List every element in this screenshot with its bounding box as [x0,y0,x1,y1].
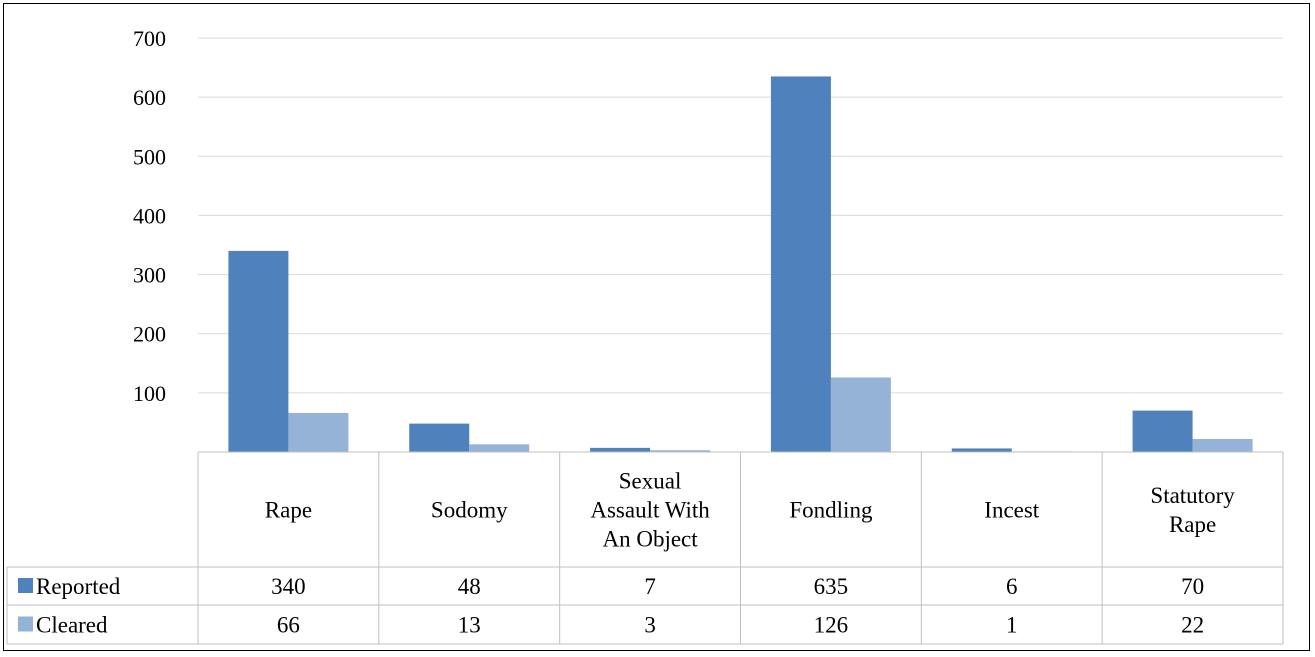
y-tick-label-200: 200 [133,322,166,347]
legend-label-reported: Reported [36,574,121,599]
table-value-cleared-3: 126 [814,613,849,638]
bar-cleared-2 [650,450,711,452]
table-value-cleared-5: 22 [1181,613,1204,638]
bar-reported-3 [770,76,831,452]
chart-frame: 100 200 300 400 500 600 700 Rape Sodomy Sexual As… [3,3,1310,651]
bar-reported-5 [1132,410,1193,452]
y-tick-label-100: 100 [133,381,166,406]
bar-cleared-3 [830,377,891,452]
table-value-cleared-2: 3 [644,613,656,638]
table-value-reported-3: 635 [814,574,849,599]
table-value-reported-4: 6 [1006,574,1018,599]
table-value-cleared-0: 66 [277,613,300,638]
bar-reported-1 [409,423,470,452]
bar-reported-0 [228,250,289,452]
legend-key-reported [18,578,33,593]
data-table: Rape Sodomy Sexual Assault With An Object Fon… [6,451,1284,645]
bar-reported-2 [590,447,651,452]
bar-reported-4 [951,448,1012,452]
table-value-cleared-1: 13 [458,613,481,638]
bar-cleared-1 [469,444,530,452]
y-tick-label-600: 600 [133,85,166,110]
table-value-reported-5: 70 [1181,574,1204,599]
y-tick-label-400: 400 [133,203,166,228]
legend-label-cleared: Cleared [36,613,108,638]
category-label-2: Sexual Assault With An Object [590,469,710,552]
category-label-4: Incest [984,498,1040,523]
legend-key-cleared [18,616,33,632]
table-value-reported-2: 7 [644,574,656,599]
y-tick-label-700: 700 [133,26,166,51]
bar-cleared-5 [1192,438,1253,452]
y-tick-label-500: 500 [133,144,166,169]
table-value-cleared-4: 1 [1006,613,1018,638]
bar-cleared-0 [288,412,349,452]
category-label-0: Rape [265,498,312,523]
table-value-reported-1: 48 [458,574,481,599]
category-label-3: Fondling [789,498,873,523]
y-tick-label-300: 300 [133,263,166,288]
y-axis: 100 200 300 400 500 600 700 [133,26,166,406]
bar-chart: 100 200 300 400 500 600 700 Rape Sodomy Sexual As… [6,26,1284,645]
table-value-reported-0: 340 [271,574,306,599]
bars [228,76,1253,452]
category-label-5: Statutory Rape [1150,483,1235,537]
category-label-1: Sodomy [431,498,508,523]
gridlines [198,37,1283,394]
